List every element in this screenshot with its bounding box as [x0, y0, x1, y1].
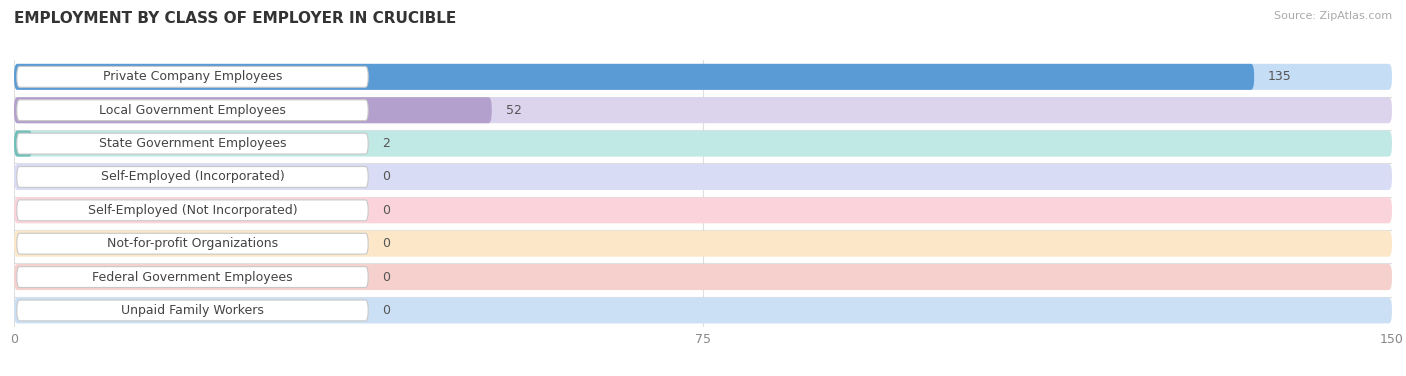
Text: 0: 0 — [382, 204, 389, 217]
FancyBboxPatch shape — [17, 67, 368, 87]
Text: Private Company Employees: Private Company Employees — [103, 70, 283, 83]
FancyBboxPatch shape — [14, 264, 1392, 290]
FancyBboxPatch shape — [14, 297, 1392, 323]
FancyBboxPatch shape — [17, 133, 368, 154]
FancyBboxPatch shape — [14, 130, 1392, 156]
Text: 0: 0 — [382, 237, 389, 250]
FancyBboxPatch shape — [14, 164, 1392, 190]
Text: Not-for-profit Organizations: Not-for-profit Organizations — [107, 237, 278, 250]
FancyBboxPatch shape — [17, 300, 368, 321]
Text: State Government Employees: State Government Employees — [98, 137, 287, 150]
FancyBboxPatch shape — [14, 130, 32, 156]
FancyBboxPatch shape — [14, 64, 1254, 90]
Text: Unpaid Family Workers: Unpaid Family Workers — [121, 304, 264, 317]
Text: EMPLOYMENT BY CLASS OF EMPLOYER IN CRUCIBLE: EMPLOYMENT BY CLASS OF EMPLOYER IN CRUCI… — [14, 11, 457, 26]
FancyBboxPatch shape — [17, 200, 368, 221]
Text: Source: ZipAtlas.com: Source: ZipAtlas.com — [1274, 11, 1392, 21]
FancyBboxPatch shape — [17, 233, 368, 254]
Text: Self-Employed (Not Incorporated): Self-Employed (Not Incorporated) — [87, 204, 297, 217]
Text: 52: 52 — [506, 104, 522, 117]
Text: Federal Government Employees: Federal Government Employees — [93, 271, 292, 284]
Text: 0: 0 — [382, 304, 389, 317]
Text: Local Government Employees: Local Government Employees — [98, 104, 285, 117]
FancyBboxPatch shape — [14, 197, 1392, 223]
Text: Self-Employed (Incorporated): Self-Employed (Incorporated) — [101, 170, 284, 183]
Text: 0: 0 — [382, 271, 389, 284]
FancyBboxPatch shape — [14, 64, 1392, 90]
FancyBboxPatch shape — [14, 97, 492, 123]
FancyBboxPatch shape — [14, 231, 1392, 257]
FancyBboxPatch shape — [14, 97, 1392, 123]
FancyBboxPatch shape — [17, 167, 368, 187]
Text: 2: 2 — [382, 137, 389, 150]
FancyBboxPatch shape — [17, 100, 368, 121]
Text: 135: 135 — [1268, 70, 1292, 83]
Text: 0: 0 — [382, 170, 389, 183]
FancyBboxPatch shape — [17, 267, 368, 288]
